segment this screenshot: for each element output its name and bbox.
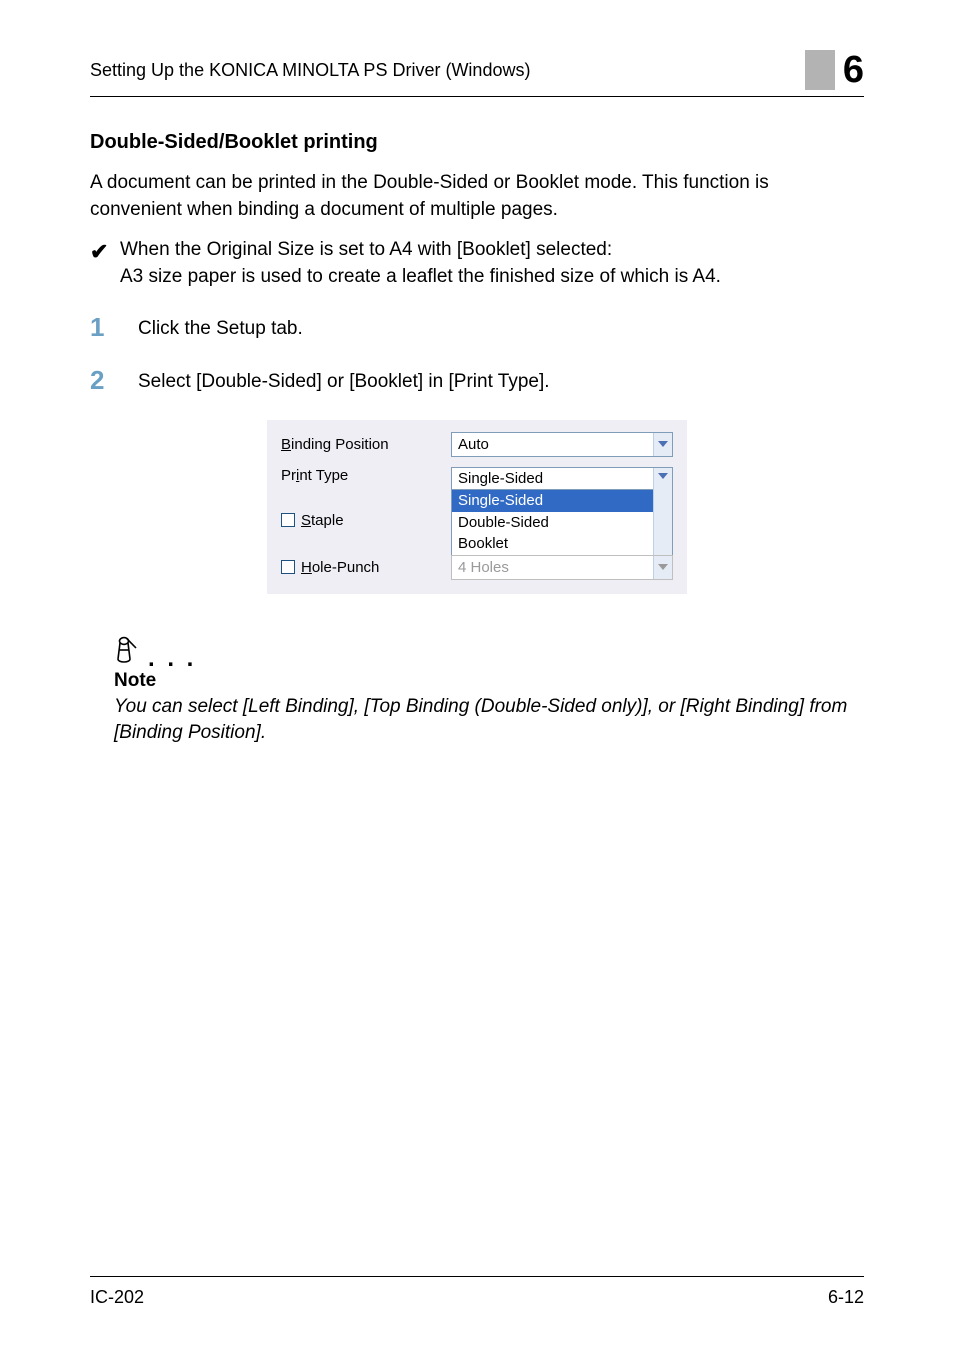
print-type-value: Single-Sided bbox=[452, 468, 653, 491]
check-line-1: When the Original Size is set to A4 with… bbox=[120, 239, 612, 260]
note-icon bbox=[114, 634, 144, 664]
step-2-number: 2 bbox=[90, 367, 138, 396]
binding-position-dropdown-btn[interactable] bbox=[653, 433, 672, 456]
print-type-option-2[interactable]: Double-Sided bbox=[452, 512, 653, 534]
binding-position-mnemonic: B bbox=[281, 436, 291, 453]
step-2-text: Select [Double-Sided] or [Booklet] in [P… bbox=[138, 367, 864, 396]
note-icon-row: . . . bbox=[114, 634, 864, 664]
chapter-number: 6 bbox=[843, 51, 864, 89]
header-running-title: Setting Up the KONICA MINOLTA PS Driver … bbox=[90, 60, 530, 81]
binding-position-value: Auto bbox=[452, 433, 653, 456]
footer-right: 6-12 bbox=[828, 1287, 864, 1308]
step-1-number: 1 bbox=[90, 314, 138, 343]
hole-punch-row: Hole-Punch 4 Holes bbox=[281, 555, 673, 580]
checkmark-text: When the Original Size is set to A4 with… bbox=[120, 237, 864, 290]
hole-punch-combo: 4 Holes bbox=[451, 555, 673, 580]
step-2: 2 Select [Double-Sided] or [Booklet] in … bbox=[90, 367, 864, 396]
staple-label-text: taple bbox=[311, 512, 344, 529]
note-block: . . . Note You can select [Left Binding]… bbox=[90, 634, 864, 747]
chevron-down-icon bbox=[658, 473, 668, 479]
hole-punch-label-text: ole-Punch bbox=[312, 559, 380, 576]
hole-punch-checkbox[interactable] bbox=[281, 560, 295, 574]
check-line-2: A3 size paper is used to create a leafle… bbox=[120, 266, 721, 287]
hole-punch-value: 4 Holes bbox=[452, 556, 653, 579]
print-type-label-post: nt Type bbox=[299, 467, 348, 484]
binding-position-label-text: inding Position bbox=[291, 436, 389, 453]
page: Setting Up the KONICA MINOLTA PS Driver … bbox=[0, 0, 954, 1352]
chevron-down-icon bbox=[658, 441, 668, 447]
binding-position-row: Binding Position Auto bbox=[281, 432, 673, 457]
page-footer: IC-202 6-12 bbox=[90, 1276, 864, 1308]
intro-paragraph: A document can be printed in the Double-… bbox=[90, 170, 864, 223]
header-rule bbox=[90, 96, 864, 97]
content: Double-Sided/Booklet printing A document… bbox=[90, 131, 864, 747]
header-right: 6 bbox=[805, 50, 864, 90]
note-text: You can select [Left Binding], [Top Bind… bbox=[114, 694, 864, 747]
print-type-dropdown-btn[interactable] bbox=[653, 468, 672, 555]
print-type-label: Print Type bbox=[281, 467, 451, 484]
note-dots: . . . bbox=[148, 654, 196, 664]
chevron-down-icon bbox=[658, 564, 668, 570]
chapter-tab bbox=[805, 50, 835, 90]
binding-position-label: Binding Position bbox=[281, 436, 451, 453]
checkmark-note: ✔ When the Original Size is set to A4 wi… bbox=[90, 237, 864, 290]
staple-mnemonic: S bbox=[301, 512, 311, 529]
note-heading: Note bbox=[114, 670, 864, 692]
checkmark-icon: ✔ bbox=[90, 237, 120, 290]
staple-label-wrap: Staple bbox=[281, 512, 451, 529]
footer-row: IC-202 6-12 bbox=[90, 1287, 864, 1308]
binding-position-combo[interactable]: Auto bbox=[451, 432, 673, 457]
step-1-text: Click the Setup tab. bbox=[138, 314, 864, 343]
step-1: 1 Click the Setup tab. bbox=[90, 314, 864, 343]
print-settings-dialog: Binding Position Auto Print Type bbox=[267, 420, 687, 594]
hole-punch-mnemonic: H bbox=[301, 559, 312, 576]
print-type-label-pre: Pr bbox=[281, 467, 296, 484]
section-heading: Double-Sided/Booklet printing bbox=[90, 131, 864, 154]
hole-punch-label-wrap: Hole-Punch bbox=[281, 559, 451, 576]
footer-rule bbox=[90, 1276, 864, 1277]
print-type-option-1[interactable]: Single-Sided bbox=[452, 490, 653, 512]
footer-left: IC-202 bbox=[90, 1287, 144, 1308]
print-type-combo[interactable]: Single-Sided Single-Sided Double-Sided B… bbox=[451, 467, 673, 556]
print-type-option-3[interactable]: Booklet bbox=[452, 533, 653, 555]
hole-punch-dropdown-btn bbox=[653, 556, 672, 579]
staple-checkbox[interactable] bbox=[281, 513, 295, 527]
page-header: Setting Up the KONICA MINOLTA PS Driver … bbox=[90, 50, 864, 90]
